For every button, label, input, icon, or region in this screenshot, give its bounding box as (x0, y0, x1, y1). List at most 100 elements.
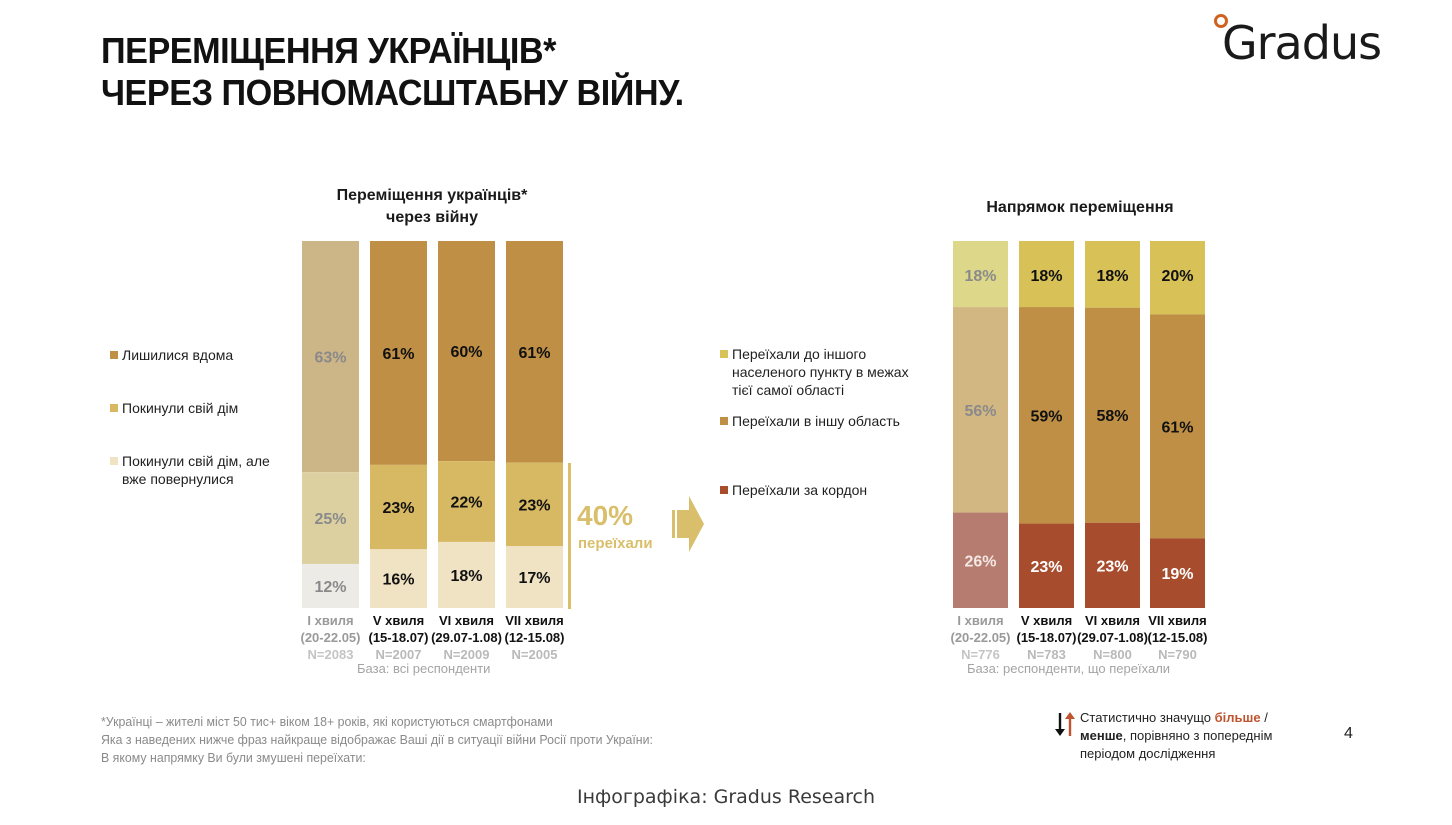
wave-sample-size: N=790 (1158, 647, 1197, 662)
wave-sample-size: N=800 (1093, 647, 1132, 662)
page-title: ПЕРЕМІЩЕННЯ УКРАЇНЦІВ* ЧЕРЕЗ ПОВНОМАСШТА… (101, 30, 684, 114)
chart1-data-label: 23% (382, 500, 414, 517)
chart1-bar-3-segment-b (506, 462, 563, 547)
legend-label: Покинули свій дім, але (122, 453, 270, 469)
wave-dates: (20-22.05) (300, 630, 361, 645)
chart2-bar-3-segment-a (1150, 241, 1205, 315)
legend-label: Покинули свій дім (122, 400, 239, 416)
footnote-line3: В якому напрямку Ви були змушені переїха… (101, 750, 366, 765)
chart1-category-label: VI хвиля (29.07-1.08) N=2009 (422, 612, 512, 663)
wave-name: I хвиля (957, 613, 1004, 628)
chart2-bar-1-segment-a (1019, 241, 1074, 308)
chart2-bar-2-segment-a (1085, 241, 1140, 308)
chart1-data-label: 61% (518, 345, 550, 362)
logo-text: Gradus (1222, 16, 1382, 70)
legend-swatch-same-region (720, 350, 728, 358)
legend-swatch-left-home (110, 404, 118, 412)
chart2-category-label: I хвиля (20-22.05) N=776 (936, 612, 1026, 663)
wave-sample-size: N=783 (1027, 647, 1066, 662)
chart1-bar-3-segment-c (506, 546, 563, 608)
legend-label: Переїхали за кордон (732, 482, 868, 498)
wave-dates: (20-22.05) (950, 630, 1011, 645)
sig-less: менше (1080, 728, 1123, 743)
wave-name: V хвиля (372, 613, 425, 628)
logo-ring-icon (1214, 14, 1228, 28)
chart2-data-label: 18% (1096, 268, 1128, 285)
chart2-category-label: VI хвиля (29.07-1.08) N=800 (1068, 612, 1158, 663)
chart1-category-label: V хвиля (15-18.07) N=2007 (354, 612, 444, 663)
legend-item-other-region: Переїхали в іншу область (720, 412, 900, 430)
chart2-bar-1-segment-b (1019, 307, 1074, 524)
wave-sample-size: N=2005 (511, 647, 558, 662)
chart1-data-label: 25% (314, 511, 346, 528)
wave-name: VII хвиля (505, 613, 564, 628)
wave-dates: (29.07-1.08) (1077, 630, 1148, 645)
chart1-title: Переміщення українців* через війну (292, 185, 572, 229)
sig-slash: / (1260, 710, 1268, 725)
chart2-bar-3-segment-b (1150, 314, 1205, 539)
legend-label: Переїхали в іншу область (732, 413, 900, 429)
legend-item-left-home: Покинули свій дім (110, 399, 238, 417)
wave-dates: (15-18.07) (368, 630, 429, 645)
wave-sample-size: N=776 (961, 647, 1000, 662)
legend-item-stayed: Лишилися вдома (110, 346, 233, 364)
chart2-data-label: 18% (1030, 268, 1062, 285)
sig-rest: , порівняно з попереднім (1122, 728, 1273, 743)
footnote: *Українці – жителі міст 50 тис+ віком 18… (101, 713, 653, 767)
right-arrow-icon (672, 496, 704, 552)
wave-sample-size: N=2083 (307, 647, 354, 662)
chart2-data-label: 20% (1161, 268, 1193, 285)
legend-label: Переїхали до іншого (732, 346, 867, 362)
chart1-bar-1-segment-a (370, 241, 427, 465)
chart2-data-label: 56% (964, 403, 996, 420)
chart1-bar-0-segment-a (302, 241, 359, 473)
wave-name: V хвиля (1020, 613, 1073, 628)
chart1-category-label: VII хвиля (12-15.08) N=2005 (490, 612, 580, 663)
footnote-line1: *Українці – жителі міст 50 тис+ віком 18… (101, 714, 553, 729)
chart2-data-label: 23% (1096, 558, 1128, 575)
wave-sample-size: N=2009 (443, 647, 490, 662)
wave-dates: (12-15.08) (504, 630, 565, 645)
legend-label: вже повернулися (122, 471, 234, 487)
legend-label: тієї самої області (732, 382, 845, 398)
chart1-bar-2-segment-a (438, 241, 495, 462)
chart2-bar-0-segment-a (953, 241, 1008, 308)
chart2-bar-2-segment-b (1085, 307, 1140, 523)
chart1-bar-1-segment-b (370, 464, 427, 550)
legend-swatch-stayed (110, 351, 118, 359)
chart1-data-label: 22% (450, 495, 482, 512)
legend-label: Лишилися вдома (122, 347, 234, 363)
wave-name: I хвиля (307, 613, 354, 628)
chart1-bar-1-segment-c (370, 549, 427, 608)
chart2-data-label: 19% (1161, 566, 1193, 583)
chart1-data-label: 16% (382, 572, 414, 589)
legend-item-returned: Покинули свій дім, але вже повернулися (110, 452, 270, 488)
chart1-data-label: 17% (518, 570, 550, 587)
wave-name: VI хвиля (1085, 613, 1140, 628)
legend-swatch-other-region (720, 417, 728, 425)
wave-dates: (12-15.08) (1147, 630, 1208, 645)
legend-item-abroad: Переїхали за кордон (720, 481, 867, 499)
chart2-base-note: База: респонденти, що переїхали (967, 661, 1171, 676)
chart1-bar-0-segment-c (302, 563, 359, 608)
chart2-data-label: 23% (1030, 559, 1062, 576)
chart1-data-label: 63% (314, 350, 346, 367)
wave-sample-size: N=2007 (375, 647, 422, 662)
significance-note: Статистично значущо більше / менше, порі… (1080, 709, 1272, 763)
chart2-bar-3-segment-c (1150, 538, 1205, 608)
chart1-data-label: 23% (518, 497, 550, 514)
chart2-bar-1-segment-c (1019, 523, 1074, 608)
chart2-data-label: 59% (1030, 408, 1062, 425)
legend-item-same-region: Переїхали до іншого населеного пункту в … (720, 345, 909, 399)
chart2-category-label: V хвиля (15-18.07) N=783 (1002, 612, 1092, 663)
chart2-data-label: 18% (964, 268, 996, 285)
legend-swatch-abroad (720, 486, 728, 494)
sig-more: більше (1214, 710, 1261, 725)
significance-arrows-icon (1055, 712, 1075, 736)
summary-label: переїхали (578, 535, 653, 552)
chart1-data-label: 18% (450, 568, 482, 585)
chart1-bar-0-segment-b (302, 472, 359, 564)
chart2-title: Напрямок переміщення (986, 199, 1174, 216)
chart1-category-label: I хвиля (20-22.05) N=2083 (286, 612, 376, 663)
